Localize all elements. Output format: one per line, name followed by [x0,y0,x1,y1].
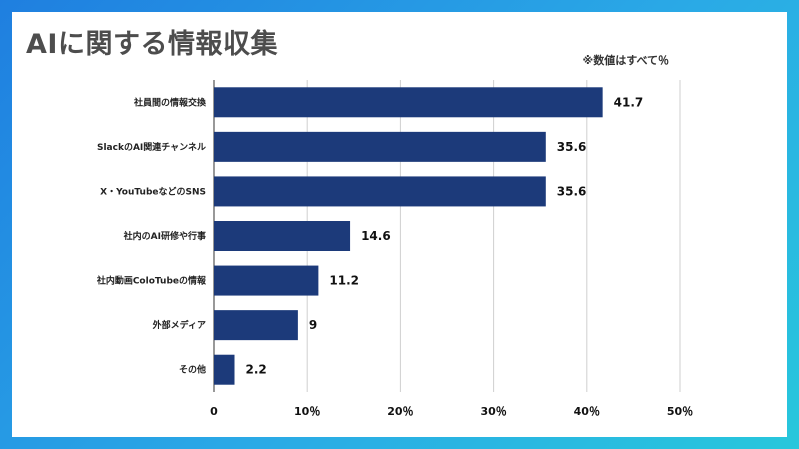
data-label: 41.7 [614,95,644,109]
category-label: 社員間の情報交換 [133,96,207,108]
bar [214,87,603,118]
page-title: AIに関する情報収集 [26,29,278,60]
x-tick-label: 0 [210,405,218,418]
category-label: 社内のAI研修や行事 [123,230,206,242]
category-label: 外部メディア [152,319,206,331]
slide: AIに関する情報収集 ※数値はすべて％ 社員間の情報交換 41.7 SlackのAI… [12,12,787,437]
x-tick-label: 40％ [574,405,600,418]
bar [214,265,319,296]
category-label: SlackのAI関連チャンネル [97,141,206,153]
category-label: 社内動画ColoTubeの情報 [96,275,207,287]
data-label: 35.6 [557,184,587,198]
x-tick-label: 20％ [387,405,413,418]
data-label: 35.6 [557,140,587,154]
bar [214,176,546,207]
category-label: その他 [179,364,206,376]
bar-chart: 社員間の情報交換 41.7 SlackのAI関連チャンネル 35.6 X・YouTube… [96,80,693,418]
data-label: 14.6 [361,229,391,243]
bar [214,131,546,162]
category-label: X・YouTubeなどのSNS [100,185,206,197]
x-tick-label: 30％ [480,405,506,418]
data-label: 9 [309,318,317,332]
x-tick-label: 50％ [667,405,693,418]
bar [214,221,351,251]
bar [214,310,298,341]
x-tick-label: 10％ [294,405,320,418]
bar [214,354,235,385]
data-label: 2.2 [246,363,267,377]
data-label: 11.2 [329,274,359,288]
values-note: ※数値はすべて％ [582,54,669,67]
